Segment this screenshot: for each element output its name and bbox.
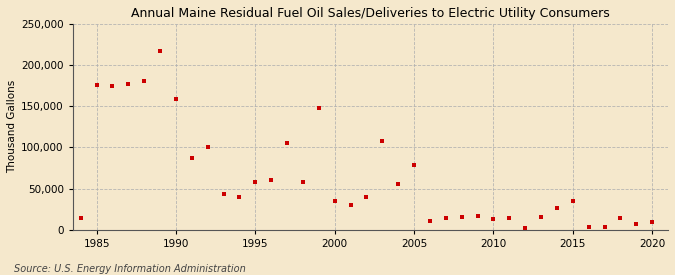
- Text: Source: U.S. Energy Information Administration: Source: U.S. Energy Information Administ…: [14, 264, 245, 274]
- Point: [456, 214, 467, 219]
- Point: [186, 156, 197, 160]
- Point: [91, 82, 102, 87]
- Point: [298, 180, 308, 184]
- Point: [266, 178, 277, 183]
- Point: [425, 219, 435, 223]
- Point: [123, 82, 134, 86]
- Point: [615, 216, 626, 221]
- Point: [250, 180, 261, 184]
- Point: [647, 220, 657, 225]
- Point: [281, 141, 292, 145]
- Point: [361, 195, 372, 199]
- Point: [107, 83, 118, 88]
- Point: [536, 214, 547, 219]
- Point: [76, 216, 86, 221]
- Point: [171, 97, 182, 101]
- Y-axis label: Thousand Gallons: Thousand Gallons: [7, 80, 17, 174]
- Point: [393, 182, 404, 187]
- Point: [202, 144, 213, 149]
- Title: Annual Maine Residual Fuel Oil Sales/Deliveries to Electric Utility Consumers: Annual Maine Residual Fuel Oil Sales/Del…: [131, 7, 610, 20]
- Point: [139, 79, 150, 83]
- Point: [313, 106, 324, 110]
- Point: [568, 199, 578, 203]
- Point: [234, 195, 245, 199]
- Point: [583, 225, 594, 230]
- Point: [504, 216, 515, 221]
- Point: [440, 216, 451, 221]
- Point: [472, 214, 483, 218]
- Point: [599, 225, 610, 230]
- Point: [488, 217, 499, 221]
- Point: [408, 163, 419, 167]
- Point: [345, 203, 356, 207]
- Point: [520, 226, 531, 230]
- Point: [551, 205, 562, 210]
- Point: [218, 191, 229, 196]
- Point: [155, 49, 165, 53]
- Point: [329, 199, 340, 203]
- Point: [631, 222, 642, 226]
- Point: [59, 221, 70, 226]
- Point: [377, 139, 387, 143]
